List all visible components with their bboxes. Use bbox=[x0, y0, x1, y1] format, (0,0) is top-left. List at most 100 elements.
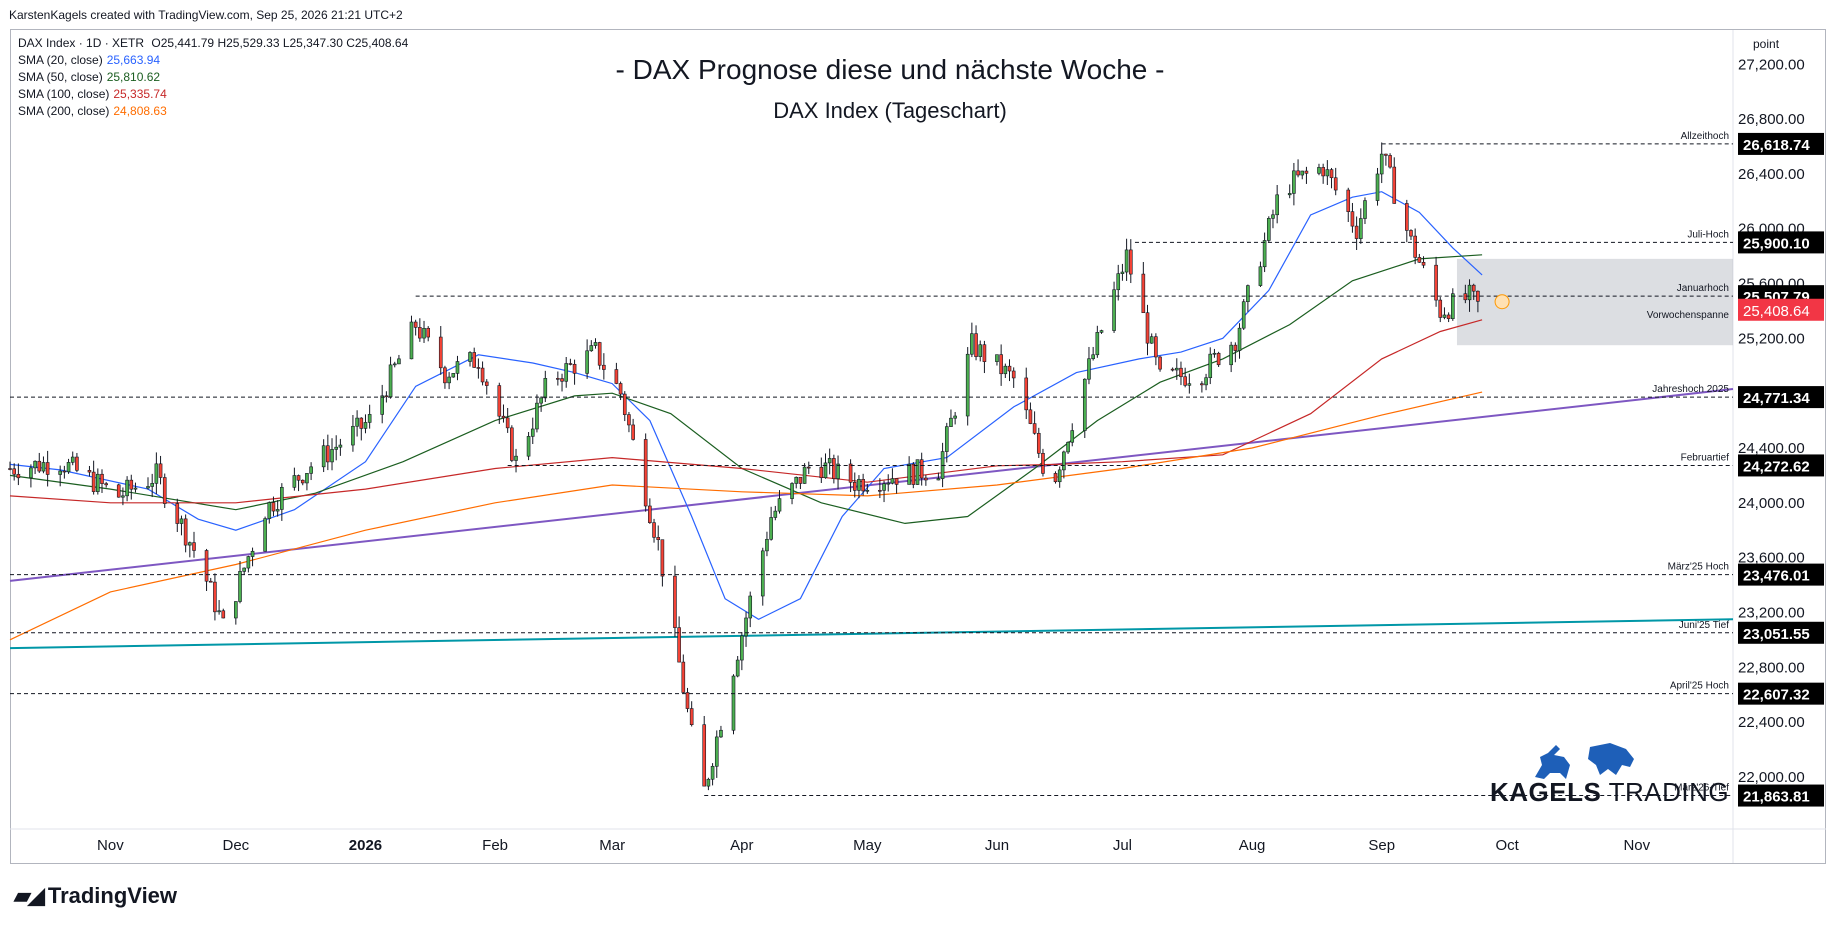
x-tick-label: Jun bbox=[985, 837, 1009, 854]
candle-body bbox=[234, 601, 238, 619]
candle-body bbox=[1363, 200, 1367, 219]
legend-ohlc: O25,441.79 H25,529.33 L25,347.30 C25,408… bbox=[151, 36, 409, 50]
candle-body bbox=[865, 489, 870, 492]
legend: DAX Index · 1D · XETR O25,441.79 H25,529… bbox=[18, 35, 408, 120]
candle-body bbox=[1304, 170, 1309, 174]
candle-body bbox=[217, 610, 221, 613]
candle-body bbox=[1216, 352, 1221, 366]
candle-body bbox=[292, 475, 297, 488]
candle-body bbox=[75, 456, 79, 471]
candle-body bbox=[121, 495, 125, 498]
candle-body bbox=[238, 571, 242, 602]
candle-body bbox=[643, 439, 648, 507]
legend-sma-200: SMA (200, close) 24,808.63 bbox=[18, 103, 408, 120]
chart-frame[interactable] bbox=[10, 29, 1826, 864]
credit-text: KarstenKagels created with TradingView.c… bbox=[9, 8, 403, 22]
candle-body bbox=[689, 708, 694, 726]
candle-body bbox=[480, 367, 485, 383]
candle-body bbox=[1321, 167, 1325, 177]
candle-body bbox=[719, 729, 723, 738]
candle-body bbox=[564, 363, 569, 382]
candle-body bbox=[250, 550, 255, 557]
candle-body bbox=[907, 463, 911, 485]
candle-body bbox=[1124, 249, 1129, 273]
level-price-label: 24,771.34 bbox=[1743, 390, 1810, 407]
tradingview-brand[interactable]: ▰◢ TradingView bbox=[14, 883, 177, 909]
candle-body bbox=[96, 473, 100, 492]
candle-body bbox=[999, 354, 1003, 375]
candle-body bbox=[970, 333, 974, 355]
candle-body bbox=[919, 459, 924, 479]
candle-body bbox=[330, 449, 334, 463]
candle-body bbox=[1057, 469, 1062, 483]
candle-body bbox=[1062, 451, 1066, 471]
candle-body bbox=[631, 424, 635, 440]
candle-body bbox=[468, 352, 472, 362]
y-axis-title: point bbox=[1753, 37, 1780, 51]
candle-body bbox=[1476, 290, 1480, 302]
candle-body bbox=[133, 487, 138, 490]
candle-body bbox=[12, 468, 16, 475]
candle-body bbox=[392, 363, 397, 366]
candle-body bbox=[58, 470, 62, 475]
candle-body bbox=[1154, 336, 1158, 358]
candle-body bbox=[861, 479, 865, 492]
candle-body bbox=[765, 538, 769, 552]
candle-body bbox=[1329, 169, 1334, 179]
candle-body bbox=[1149, 336, 1154, 344]
current-level-name: Vorwochenspanne bbox=[1647, 310, 1730, 321]
candle-body bbox=[944, 426, 949, 452]
candle-body bbox=[1011, 370, 1016, 379]
candle-body bbox=[296, 475, 301, 481]
legend-sma-value: 25,663.94 bbox=[106, 53, 161, 67]
candle-body bbox=[242, 567, 246, 572]
candle-body bbox=[510, 427, 514, 461]
trendline-teal bbox=[9, 618, 1734, 650]
legend-sma-value: 24,808.63 bbox=[113, 104, 167, 118]
level-price-tag bbox=[1738, 132, 1824, 155]
candle-body bbox=[882, 483, 886, 491]
candle-body bbox=[1392, 166, 1397, 204]
legend-symbol-row: DAX Index · 1D · XETR O25,441.79 H25,529… bbox=[18, 35, 408, 52]
candle-body bbox=[1471, 284, 1476, 292]
candle-body bbox=[1003, 365, 1008, 375]
candle-body bbox=[819, 466, 824, 479]
candle-body bbox=[213, 581, 217, 613]
x-tick-label: Feb bbox=[482, 837, 508, 854]
candle-body bbox=[1375, 173, 1380, 201]
candle-body bbox=[1325, 169, 1330, 177]
candle-body bbox=[1241, 301, 1246, 329]
candle-body bbox=[572, 363, 577, 374]
candle-body bbox=[656, 537, 661, 541]
candle-body bbox=[397, 358, 401, 365]
candle-body bbox=[104, 483, 108, 486]
candle-body bbox=[1358, 218, 1363, 239]
legend-sma-20: SMA (20, close) 25,663.94 bbox=[18, 52, 408, 69]
candle-body bbox=[911, 463, 916, 485]
candle-body bbox=[422, 327, 426, 339]
legend-sma-value: 25,810.62 bbox=[106, 70, 161, 84]
candle-body bbox=[1070, 430, 1075, 443]
candle-body bbox=[16, 473, 21, 479]
candle-body bbox=[740, 635, 744, 661]
candle-body bbox=[965, 353, 970, 417]
candle-body bbox=[388, 364, 393, 398]
legend-sma-label: SMA (100, close) bbox=[18, 87, 110, 101]
candle-body bbox=[179, 518, 184, 524]
candle-body bbox=[183, 518, 188, 546]
y-tick-label: 25,200.00 bbox=[1738, 330, 1805, 347]
tradingview-logo-icon: ▰◢ bbox=[14, 883, 45, 908]
dividend-marker-icon bbox=[1494, 294, 1510, 310]
candle-body bbox=[1082, 378, 1087, 431]
candle-body bbox=[87, 470, 92, 473]
candle-body bbox=[1141, 273, 1146, 314]
candle-body bbox=[497, 385, 502, 417]
candle-body bbox=[974, 333, 978, 357]
candle-body bbox=[890, 478, 895, 484]
candle-body bbox=[597, 342, 602, 366]
candle-body bbox=[1112, 289, 1116, 331]
candle-body bbox=[660, 539, 665, 577]
candle-body bbox=[338, 444, 343, 448]
y-tick-label: 24,400.00 bbox=[1738, 440, 1805, 457]
